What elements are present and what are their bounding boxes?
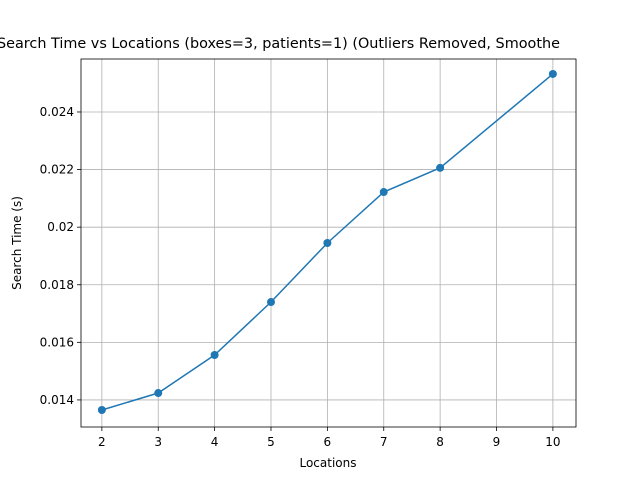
x-tick-label: 9: [493, 435, 501, 449]
plot-frame: [80, 58, 577, 428]
x-tick-label: 8: [436, 435, 444, 449]
marker: [266, 298, 275, 307]
x-axis-label: Locations: [299, 456, 356, 470]
y-tick-label: 0.024: [40, 105, 74, 119]
y-tick-label: 0.018: [40, 278, 74, 292]
x-tick-label: 6: [324, 435, 332, 449]
x-tick-label: 7: [380, 435, 388, 449]
y-tick-label: 0.02: [47, 220, 74, 234]
marker: [548, 69, 557, 78]
x-tick-label: 3: [154, 435, 162, 449]
x-tick-label: 5: [267, 435, 275, 449]
marker: [154, 389, 163, 398]
marker: [379, 188, 388, 197]
y-tick-label: 0.014: [40, 393, 74, 407]
chart-title: Search Time vs Locations (boxes=3, patie…: [0, 36, 560, 52]
marker: [97, 406, 106, 415]
x-tick-label: 4: [211, 435, 219, 449]
marker: [323, 239, 332, 247]
marker: [436, 163, 445, 172]
y-tick-label: 0.016: [40, 335, 74, 349]
y-axis-label: Search Time (s): [10, 196, 24, 290]
x-tick-label: 10: [545, 435, 560, 449]
line: [101, 73, 554, 411]
y-tick-label: 0.022: [40, 163, 74, 177]
x-tick-label: 2: [98, 435, 106, 449]
marker: [210, 351, 219, 360]
